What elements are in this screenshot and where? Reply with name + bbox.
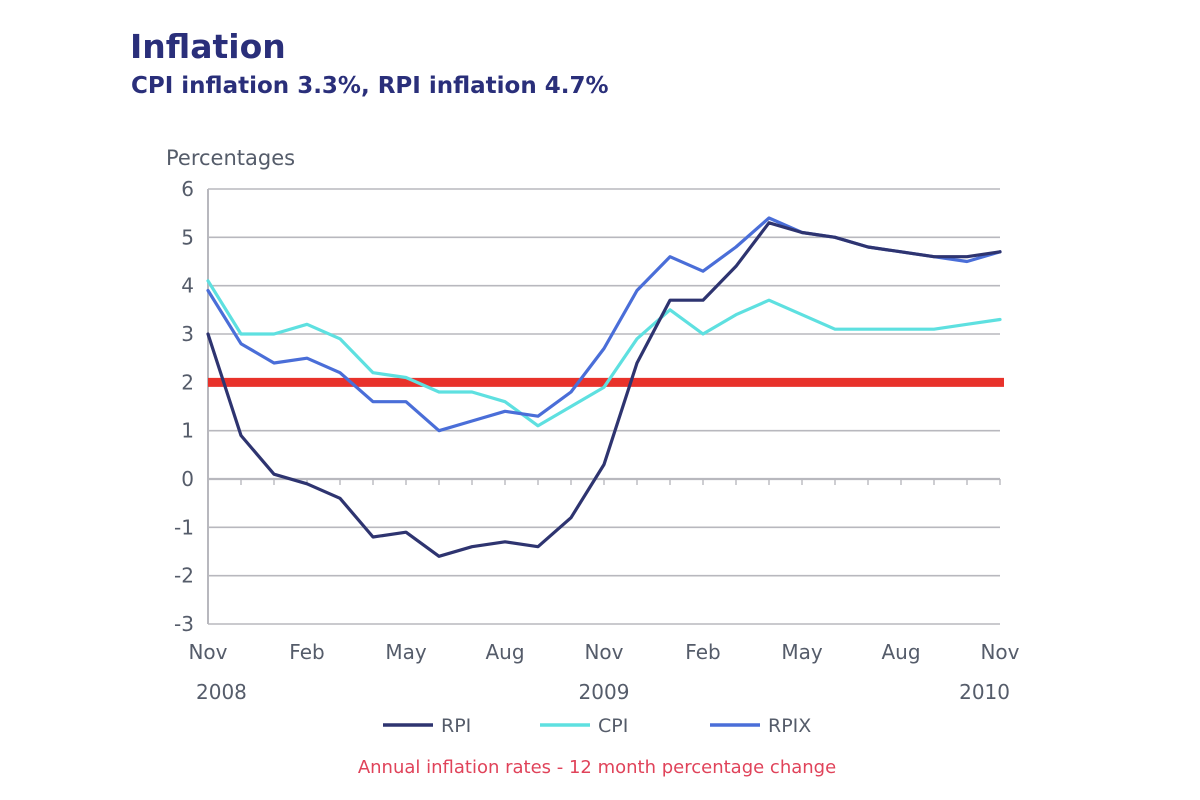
y-tick-label: 0 (181, 467, 194, 491)
year-label: 2010 (959, 680, 1010, 704)
y-tick-label: -2 (174, 564, 194, 588)
x-tick-label: Feb (685, 640, 720, 664)
legend-label-rpix: RPIX (768, 715, 811, 737)
chart-title: Inflation (130, 27, 286, 66)
legend-label-cpi: CPI (598, 715, 628, 737)
y-tick-label: 2 (181, 370, 194, 394)
x-tick-label: May (781, 640, 823, 664)
chart-subtitle: CPI inflation 3.3%, RPI inflation 4.7% (131, 73, 609, 99)
x-tick-label: May (385, 640, 427, 664)
x-tick-label: Nov (584, 640, 623, 664)
x-tick-label: Nov (188, 640, 227, 664)
year-labels: 2008 2009 2010 (196, 680, 1010, 704)
y-tick-label: 3 (181, 322, 194, 346)
y-tick-label: -1 (174, 515, 194, 539)
legend-label-rpi: RPI (441, 715, 471, 737)
year-label: 2009 (579, 680, 630, 704)
x-tick-labels: Nov Feb May Aug Nov Feb May Aug Nov (188, 640, 1019, 664)
series-line-rpi (206, 221, 1002, 558)
y-axis-label: Percentages (166, 146, 295, 170)
grid-lines (207, 188, 1001, 625)
x-tick-label: Nov (980, 640, 1019, 664)
series-line-cpi (206, 279, 1002, 428)
y-tick-label: 5 (181, 225, 194, 249)
year-label: 2008 (196, 680, 247, 704)
y-tick-label: 1 (181, 419, 194, 443)
legend: RPI CPI RPIX (383, 715, 811, 737)
chart-caption: Annual inflation rates - 12 month percen… (358, 757, 836, 778)
x-tick-label: Feb (289, 640, 324, 664)
y-tick-label: 4 (181, 274, 194, 298)
y-tick-labels: -3 -2 -1 0 1 2 3 4 5 6 (174, 177, 194, 636)
y-tick-label: 6 (181, 177, 194, 201)
x-tick-label: Aug (485, 640, 524, 664)
y-tick-label: -3 (174, 612, 194, 636)
x-tick-label: Aug (881, 640, 920, 664)
series-lines (206, 216, 1002, 558)
